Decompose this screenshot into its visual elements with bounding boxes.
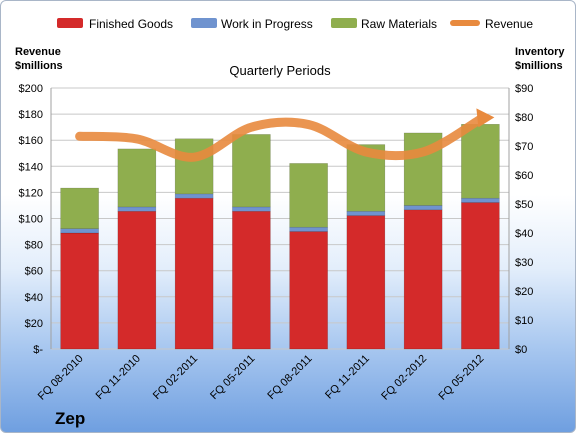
left-axis-title-line1: Revenue [15, 46, 61, 58]
left-tick-label: $100 [19, 214, 43, 226]
bar-finished-goods [60, 232, 99, 350]
bar-finished-goods [117, 211, 157, 350]
company-name: Zep [55, 409, 85, 428]
bar-finished-goods [403, 209, 443, 350]
bar-raw-materials [461, 124, 500, 199]
left-tick-label: $140 [19, 161, 43, 173]
bar-work-in-progress [461, 197, 500, 203]
left-axis-title-line2: $millions [15, 60, 63, 72]
right-tick-label: $60 [515, 170, 533, 182]
right-tick-label: $90 [515, 83, 533, 95]
bars [60, 124, 500, 350]
right-tick-label: $50 [515, 199, 533, 211]
bar-raw-materials [117, 148, 157, 208]
legend-swatch-raw-materials [331, 18, 357, 28]
right-tick-label: $10 [515, 315, 533, 327]
left-tick-label: $60 [25, 266, 43, 278]
bar-raw-materials [60, 187, 99, 229]
right-tick-label: $40 [515, 228, 533, 240]
x-tick-label: FQ 02-2011 [151, 353, 200, 402]
right-axis-ticks: $0 $10 $20 $30 $40 $50 $60 $70 $80 $90 [515, 83, 533, 356]
revenue-arrowhead [476, 108, 495, 128]
x-tick-label: FQ 11-2010 [94, 353, 143, 402]
right-tick-label: $20 [515, 286, 533, 298]
bar-raw-materials [232, 134, 271, 208]
bar-work-in-progress [232, 206, 271, 212]
left-tick-label: $160 [19, 135, 43, 147]
bar-work-in-progress [174, 193, 214, 199]
bar-work-in-progress [60, 228, 99, 234]
legend-label-revenue: Revenue [485, 17, 533, 31]
bar-work-in-progress [403, 205, 443, 211]
right-axis-title-line1: Inventory [515, 46, 565, 58]
x-tick-label: FQ 05-2011 [208, 353, 257, 402]
bar-finished-goods [174, 197, 214, 350]
x-tick-label: FQ 08-2011 [265, 353, 314, 402]
x-tick-label: FQ 11-2011 [323, 353, 372, 402]
bar-finished-goods [346, 215, 386, 350]
left-tick-label: $120 [19, 187, 43, 199]
bar-raw-materials [289, 163, 328, 228]
right-tick-label: $80 [515, 112, 533, 124]
left-tick-label: $180 [19, 109, 43, 121]
right-axis-title-line2: $millions [515, 60, 563, 72]
chart-title: Quarterly Periods [229, 63, 331, 78]
revenue-line [75, 114, 485, 162]
bar-work-in-progress [117, 206, 157, 212]
legend-swatch-finished-goods [57, 18, 83, 28]
legend-label-raw-materials: Raw Materials [361, 17, 437, 31]
right-tick-label: $30 [515, 257, 533, 269]
legend-label-work-in-progress: Work in Progress [221, 17, 313, 31]
bar-raw-materials [174, 138, 214, 195]
bar-finished-goods [289, 231, 328, 350]
left-axis-ticks: $- $20 $40 $60 $80 $100 $120 $140 $160 $180 $200 [19, 83, 44, 356]
x-axis-labels: FQ 08-2010 FQ 11-2010 FQ 02-2011 FQ 05-2011… [36, 353, 487, 403]
right-tick-label: $0 [515, 344, 527, 356]
left-tick-label: $80 [25, 240, 43, 252]
revenue-line-group [75, 108, 495, 162]
left-tick-label: $20 [25, 318, 43, 330]
x-tick-label: FQ 08-2010 [36, 353, 86, 403]
legend: Finished Goods Work in Progress Raw Mate… [57, 17, 533, 31]
x-tick-label: FQ 02-2012 [379, 353, 429, 403]
right-tick-label: $70 [515, 141, 533, 153]
left-tick-label: $40 [25, 292, 43, 304]
left-tick-label: $- [33, 344, 43, 356]
legend-swatch-work-in-progress [191, 18, 217, 28]
bar-finished-goods [461, 202, 500, 350]
x-tick-label: FQ 05-2012 [437, 353, 487, 403]
left-tick-label: $200 [19, 83, 43, 95]
legend-label-finished-goods: Finished Goods [89, 17, 173, 31]
bar-work-in-progress [289, 226, 328, 232]
bar-work-in-progress [346, 211, 386, 216]
bar-finished-goods [232, 211, 271, 350]
